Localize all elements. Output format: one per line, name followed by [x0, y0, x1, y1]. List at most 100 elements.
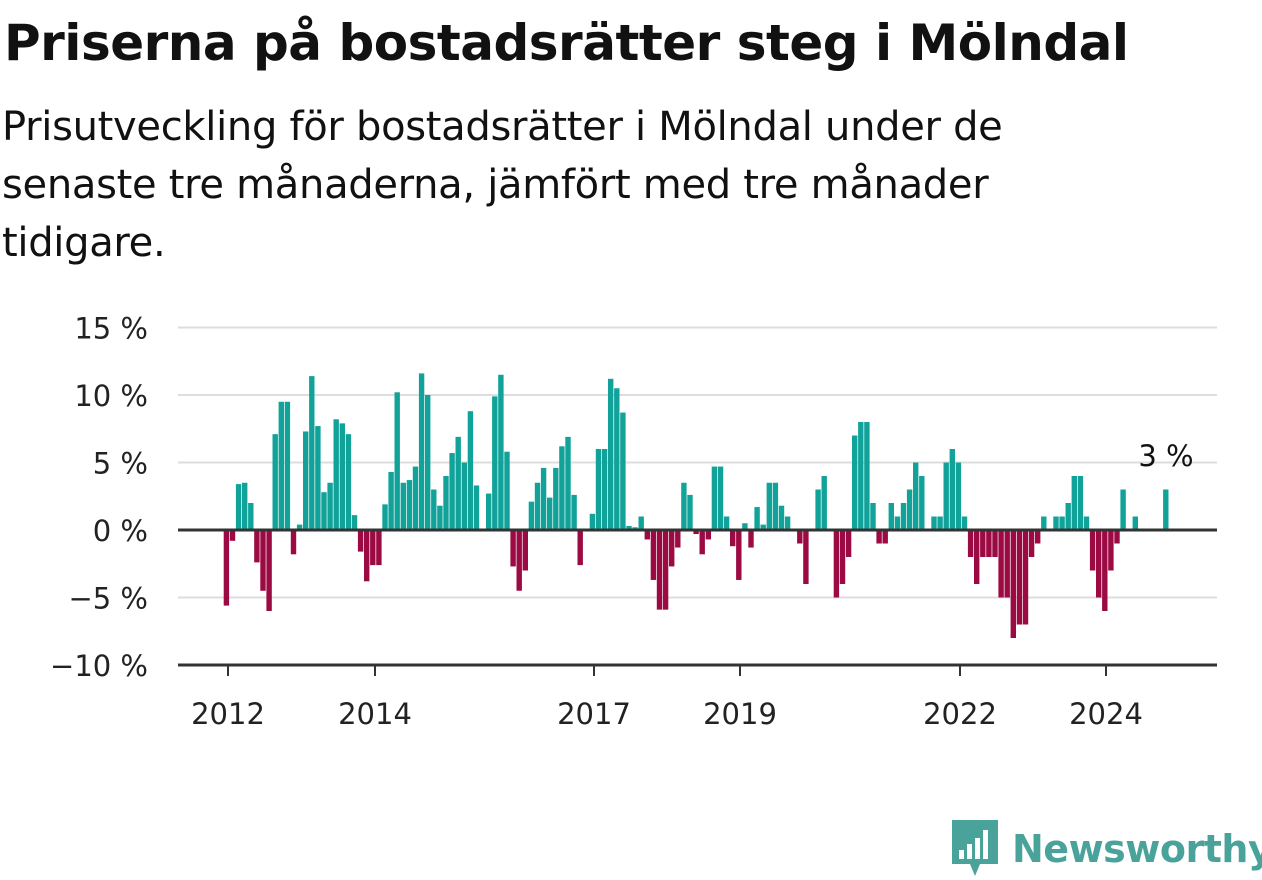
last-value-annotation: 3 % — [1138, 439, 1193, 473]
bar — [864, 422, 870, 530]
bar — [418, 373, 425, 530]
bar — [425, 395, 431, 530]
bar — [1041, 516, 1047, 530]
bar — [1016, 530, 1023, 625]
bar — [717, 466, 724, 530]
bar — [449, 453, 455, 530]
bar — [345, 434, 352, 530]
bar — [919, 476, 925, 530]
bar — [913, 462, 919, 530]
bar — [266, 530, 272, 611]
bar — [1083, 516, 1090, 530]
bar — [882, 530, 888, 544]
bar — [955, 462, 962, 530]
bar — [754, 507, 760, 530]
bar — [431, 489, 437, 530]
bar — [1071, 476, 1077, 530]
y-tick-label: 10 % — [74, 379, 148, 413]
bar — [1053, 516, 1059, 530]
bar — [412, 466, 419, 530]
x-tick-label: 2012 — [191, 697, 265, 731]
bar — [1035, 530, 1041, 544]
bar — [931, 516, 937, 530]
bar — [1132, 516, 1138, 530]
bar — [1028, 530, 1035, 557]
bar — [766, 482, 772, 530]
bar — [223, 530, 230, 606]
x-tick-label: 2014 — [338, 697, 412, 731]
y-tick-label: −10 % — [50, 649, 148, 683]
bar — [595, 449, 602, 530]
bar — [278, 401, 284, 530]
bar — [333, 419, 339, 530]
chart-subtitle: Prisutveckling för bostadsrätter i Mölnd… — [2, 104, 1003, 266]
bar — [833, 530, 840, 598]
bar — [272, 434, 278, 530]
bar — [638, 516, 644, 530]
bar — [528, 501, 535, 530]
bar — [949, 449, 955, 530]
x-tick-label: 2024 — [1069, 697, 1143, 731]
y-tick-label: 0 % — [93, 514, 148, 548]
y-axis-labels: 15 % 10 % 5 % 0 % −5 % −10 % — [50, 312, 148, 684]
bar — [821, 476, 827, 530]
bar — [937, 516, 943, 530]
bar — [321, 492, 327, 530]
chart-title: Priserna på bostadsrätter steg i Mölndal — [4, 14, 1129, 72]
bar — [498, 374, 504, 530]
bar — [290, 530, 297, 555]
bar — [327, 482, 333, 530]
bar — [852, 435, 858, 530]
bar — [565, 436, 571, 530]
x-axis-labels: 2012 2014 2017 2019 2022 2024 — [191, 665, 1143, 731]
x-tick-label: 2022 — [923, 697, 997, 731]
bar — [1065, 503, 1071, 530]
bar — [986, 530, 992, 557]
bar — [675, 530, 681, 548]
bar — [376, 530, 382, 566]
bar — [614, 388, 620, 530]
bar — [626, 525, 632, 530]
bar — [351, 515, 358, 530]
bar — [778, 505, 785, 530]
newsworthy-logo-icon — [952, 820, 998, 876]
bar — [1096, 530, 1102, 598]
gridlines — [178, 326, 1217, 599]
bar — [235, 484, 242, 530]
bar — [858, 422, 864, 530]
bar — [650, 530, 657, 580]
bar — [815, 489, 821, 530]
bar — [760, 524, 766, 530]
bar — [242, 482, 248, 530]
bar — [406, 480, 413, 530]
bar — [784, 516, 791, 530]
bar — [577, 530, 583, 566]
bar — [705, 530, 711, 540]
bar — [723, 516, 730, 530]
bar — [510, 530, 516, 567]
bar — [961, 516, 968, 530]
bar — [437, 505, 443, 530]
bar — [534, 482, 541, 530]
bar — [589, 513, 596, 530]
bar — [229, 530, 236, 541]
bar — [547, 497, 553, 530]
newsworthy-logo: Newsworthy — [950, 818, 1262, 880]
bar — [455, 436, 461, 530]
bar — [388, 471, 394, 530]
bar — [656, 530, 663, 610]
bar — [967, 530, 974, 557]
bar — [400, 482, 406, 530]
bar — [644, 530, 650, 540]
bar — [467, 411, 474, 530]
bar — [1059, 516, 1065, 530]
bar — [492, 396, 498, 530]
bar — [571, 494, 577, 530]
bar — [894, 516, 901, 530]
bar — [693, 530, 699, 535]
bar — [803, 530, 809, 584]
bar — [1022, 530, 1029, 625]
bar — [662, 530, 669, 610]
y-tick-label: 5 % — [93, 447, 148, 481]
bar — [888, 503, 894, 530]
